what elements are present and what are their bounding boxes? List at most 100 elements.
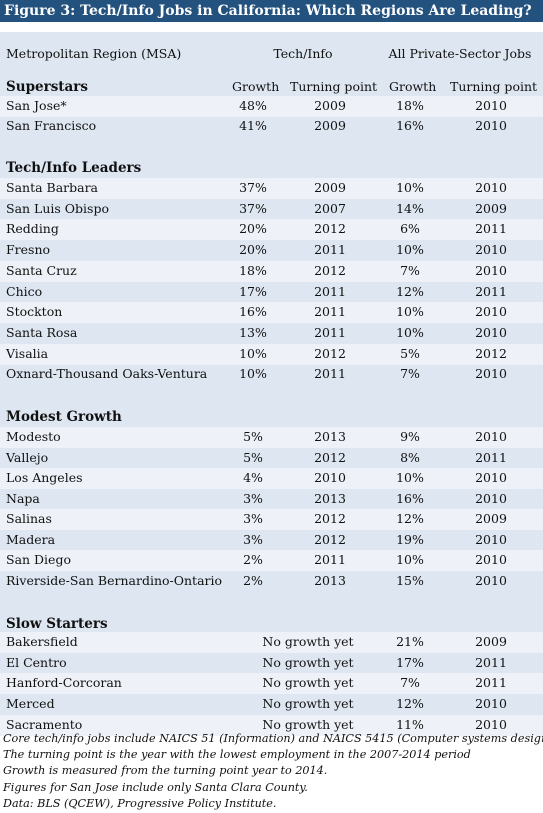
region-name: San Francisco bbox=[6, 118, 97, 133]
region-name: Napa bbox=[6, 491, 40, 506]
private-turning-point: 2011 bbox=[475, 284, 507, 299]
table-row: El Centro No growth yet 17% 2011 bbox=[0, 653, 543, 674]
private-turning-point: 2011 bbox=[475, 221, 507, 236]
private-growth: 18% bbox=[396, 98, 424, 113]
private-turning-point: 2009 bbox=[475, 201, 507, 216]
private-growth: 7% bbox=[400, 675, 420, 690]
table-row: Los Angeles 4% 2010 10% 2010 bbox=[0, 468, 543, 489]
subheader-private-turning-point: Turning point bbox=[450, 79, 538, 94]
private-growth: 10% bbox=[396, 470, 424, 485]
table-row: Visalia 10% 2012 5% 2012 bbox=[0, 344, 543, 365]
tech-growth: 16% bbox=[239, 304, 267, 319]
region-name: Sacramento bbox=[6, 717, 83, 732]
region-name: Hanford-Corcoran bbox=[6, 675, 122, 690]
tech-turning-point: 2011 bbox=[314, 242, 346, 257]
private-growth: 12% bbox=[396, 284, 424, 299]
region-name: Redding bbox=[6, 221, 59, 236]
region-name: El Centro bbox=[6, 655, 67, 670]
private-growth: 6% bbox=[400, 221, 420, 236]
private-turning-point: 2010 bbox=[475, 304, 507, 319]
subheader-tech-growth: Growth bbox=[232, 79, 280, 94]
private-growth: 8% bbox=[400, 450, 420, 465]
region-name: Santa Barbara bbox=[6, 180, 99, 195]
private-growth: 9% bbox=[400, 429, 420, 444]
private-turning-point: 2010 bbox=[475, 532, 507, 547]
private-growth: 15% bbox=[396, 573, 424, 588]
private-turning-point: 2010 bbox=[475, 180, 507, 195]
tech-turning-point: 2011 bbox=[314, 304, 346, 319]
private-growth: 12% bbox=[396, 511, 424, 526]
private-growth: 10% bbox=[396, 242, 424, 257]
private-turning-point: 2010 bbox=[475, 263, 507, 278]
table-row: Redding 20% 2012 6% 2011 bbox=[0, 219, 543, 240]
data-table: Metropolitan Region (MSA) Tech/Info All … bbox=[0, 32, 543, 736]
region-name: Salinas bbox=[6, 511, 52, 526]
table-row: Napa 3% 2013 16% 2010 bbox=[0, 489, 543, 510]
private-growth: 10% bbox=[396, 180, 424, 195]
private-turning-point: 2010 bbox=[475, 242, 507, 257]
tech-growth: 48% bbox=[239, 98, 267, 113]
tech-growth: 4% bbox=[243, 470, 263, 485]
tech-growth: 17% bbox=[239, 284, 267, 299]
tech-turning-point: 2012 bbox=[314, 221, 346, 236]
region-name: Los Angeles bbox=[6, 470, 83, 485]
table-row: Merced No growth yet 12% 2010 bbox=[0, 694, 543, 715]
table-row: Sacramento No growth yet 11% 2010 bbox=[0, 715, 543, 736]
private-growth: 16% bbox=[396, 118, 424, 133]
tech-status: No growth yet bbox=[262, 655, 354, 670]
private-turning-point: 2010 bbox=[475, 717, 507, 732]
tech-turning-point: 2010 bbox=[314, 470, 346, 485]
private-growth: 12% bbox=[396, 696, 424, 711]
region-name: Madera bbox=[6, 532, 56, 547]
column-header-tech: Tech/Info bbox=[273, 46, 333, 61]
region-name: Fresno bbox=[6, 242, 51, 257]
table-row: Bakersfield No growth yet 21% 2009 bbox=[0, 632, 543, 653]
private-turning-point: 2012 bbox=[475, 346, 507, 361]
private-turning-point: 2010 bbox=[475, 552, 507, 567]
private-turning-point: 2010 bbox=[475, 118, 507, 133]
region-name: San Jose* bbox=[6, 98, 67, 113]
tech-turning-point: 2013 bbox=[314, 429, 346, 444]
private-growth: 17% bbox=[396, 655, 424, 670]
tech-turning-point: 2013 bbox=[314, 573, 346, 588]
section-title: Tech/Info Leaders bbox=[6, 160, 142, 176]
tech-growth: 2% bbox=[243, 573, 263, 588]
region-name: Bakersfield bbox=[6, 634, 78, 649]
tech-status: No growth yet bbox=[262, 675, 354, 690]
tech-growth: 3% bbox=[243, 511, 263, 526]
table-row: Santa Cruz 18% 2012 7% 2010 bbox=[0, 261, 543, 282]
section-header-row: Slow Starters bbox=[0, 614, 543, 635]
table-row: Madera 3% 2012 19% 2010 bbox=[0, 530, 543, 551]
table-row: Santa Rosa 13% 2011 10% 2010 bbox=[0, 323, 543, 344]
footnote-line: Figures for San Jose include only Santa … bbox=[3, 780, 308, 794]
region-name: Chico bbox=[6, 284, 43, 299]
table-row: San Francisco 41% 2009 16% 2010 bbox=[0, 116, 543, 137]
tech-growth: 5% bbox=[243, 450, 263, 465]
figure-title: Figure 3: Tech/Info Jobs in California: … bbox=[0, 0, 543, 22]
tech-turning-point: 2013 bbox=[314, 491, 346, 506]
subheader-private-growth: Growth bbox=[389, 79, 437, 94]
private-growth: 10% bbox=[396, 552, 424, 567]
tech-growth: 41% bbox=[239, 118, 267, 133]
private-growth: 10% bbox=[396, 304, 424, 319]
region-name: Santa Cruz bbox=[6, 263, 77, 278]
private-growth: 10% bbox=[396, 325, 424, 340]
tech-status: No growth yet bbox=[262, 717, 354, 732]
region-name: Vallejo bbox=[6, 450, 49, 465]
region-name: Visalia bbox=[6, 346, 49, 361]
region-name: Riverside-San Bernardino-Ontario bbox=[6, 573, 223, 588]
subheader-tech-turning-point: Turning point bbox=[290, 79, 378, 94]
tech-turning-point: 2007 bbox=[314, 201, 346, 216]
table-row: Vallejo 5% 2012 8% 2011 bbox=[0, 448, 543, 469]
table-row: Fresno 20% 2011 10% 2010 bbox=[0, 240, 543, 261]
private-turning-point: 2011 bbox=[475, 450, 507, 465]
private-growth: 7% bbox=[400, 366, 420, 381]
private-growth: 7% bbox=[400, 263, 420, 278]
table-row: Stockton 16% 2011 10% 2010 bbox=[0, 302, 543, 323]
private-turning-point: 2010 bbox=[475, 98, 507, 113]
private-turning-point: 2010 bbox=[475, 325, 507, 340]
tech-turning-point: 2011 bbox=[314, 284, 346, 299]
footnote-line: Core tech/info jobs include NAICS 51 (In… bbox=[3, 732, 543, 745]
table-row: Chico 17% 2011 12% 2011 bbox=[0, 282, 543, 303]
private-turning-point: 2010 bbox=[475, 470, 507, 485]
